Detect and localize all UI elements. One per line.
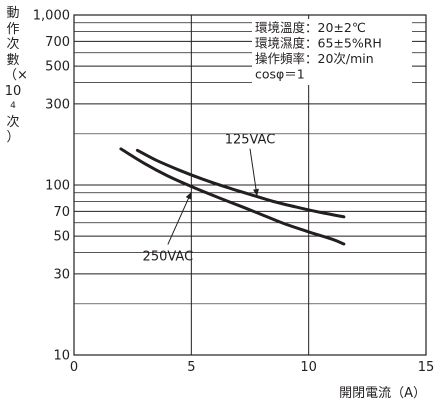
y-tick-label: 100 — [45, 179, 70, 194]
y-axis-label-char: 數 — [6, 52, 20, 68]
annotation-label-125VAC: 125VAC — [225, 133, 276, 148]
x-tick-label: 0 — [70, 360, 78, 375]
annotation-arrowhead — [253, 188, 259, 197]
x-axis-label: 開閉電流（A） — [339, 386, 426, 401]
y-tick-label: 1,000 — [33, 9, 70, 24]
annotation-label-250VAC: 250VAC — [143, 249, 194, 264]
y-axis-label-char: （× — [4, 68, 28, 83]
x-tick-label: 10 — [300, 360, 317, 375]
y-axis-label-power: 10 4 — [4, 84, 22, 115]
condition-text: 環境溫度：20±2℃ — [255, 20, 366, 35]
condition-text: cosφ＝1 — [255, 67, 305, 82]
y-tick-label: 10 — [53, 349, 70, 364]
y-axis-label-char: 次 — [6, 114, 20, 130]
y-tick-label: 700 — [45, 35, 70, 50]
x-tick-label: 15 — [418, 360, 435, 375]
series-layer — [119, 147, 346, 246]
y-tick-label: 300 — [45, 97, 70, 112]
y-axis-label-exponent: 4 — [10, 101, 16, 111]
condition-text: 環境濕度：65±5%RH — [255, 36, 382, 51]
series-line-125VAC — [135, 148, 346, 219]
condition-text: 操作頻率：20次/min — [255, 51, 374, 66]
y-tick-label: 30 — [53, 267, 70, 282]
x-tick-label: 5 — [187, 360, 195, 375]
y-axis-label-char: ） — [6, 130, 20, 145]
y-axis-label-base: 10 — [4, 83, 22, 99]
y-axis-label: 動 作 次 數 （× 10 4 次 ） — [4, 6, 28, 146]
series-line-250VAC — [119, 147, 346, 246]
y-tick-label: 70 — [53, 205, 70, 220]
annotation-leader — [249, 148, 258, 197]
conditions-box-bg — [252, 19, 412, 85]
y-axis-label-char: 作 — [6, 21, 20, 37]
annotation-arrowhead — [185, 191, 192, 200]
y-tick-label: 50 — [53, 230, 70, 245]
y-tick-label: 500 — [45, 60, 70, 75]
y-axis-label-char: 動 — [6, 6, 20, 21]
annotation-leader — [167, 191, 192, 245]
y-axis-label-char: 次 — [6, 37, 20, 52]
annotations: 125VAC 250VAC — [143, 133, 276, 265]
